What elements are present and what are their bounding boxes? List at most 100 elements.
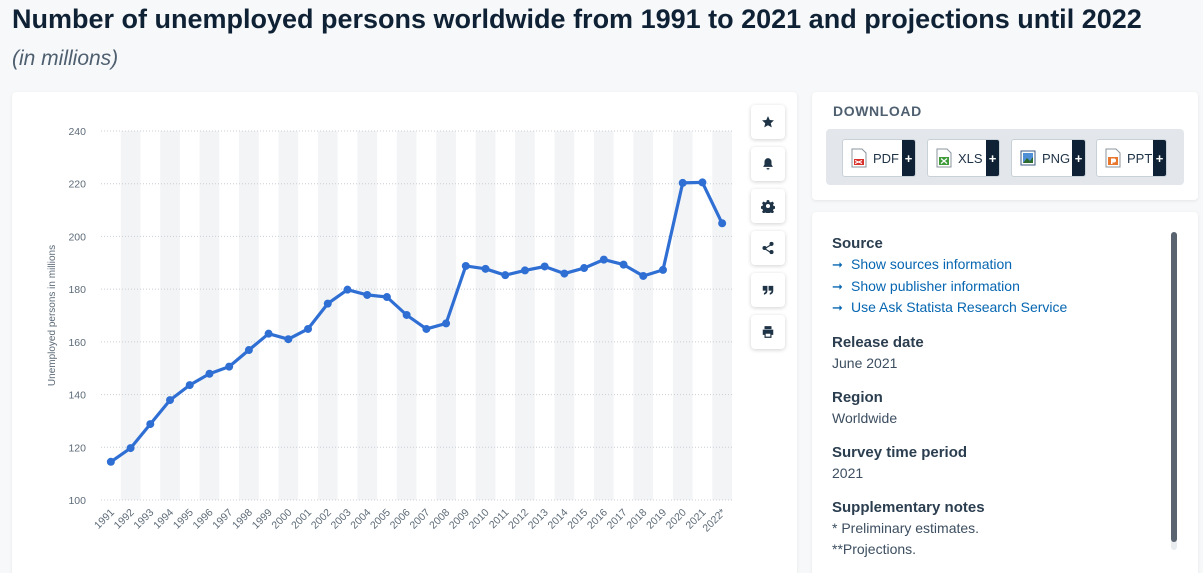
data-point — [639, 271, 648, 280]
data-point — [264, 329, 273, 338]
download-pdf-button[interactable]: PDF + — [842, 139, 916, 177]
survey-period-heading: Survey time period — [832, 443, 968, 461]
release-date-value: June 2021 — [832, 354, 898, 371]
x-tick-label: 2022* — [700, 507, 728, 535]
x-tick-label: 2008 — [427, 507, 452, 532]
data-point — [560, 269, 569, 278]
page-title: Number of unemployed persons worldwide f… — [12, 4, 1142, 34]
bell-icon — [763, 158, 773, 170]
data-point — [599, 255, 608, 264]
star-icon — [762, 116, 774, 128]
download-pdf-label: PDF — [873, 150, 899, 166]
download-panel: DOWNLOAD PDF + XLS + PNG + PPT + — [812, 92, 1198, 200]
download-xls-button[interactable]: XLS + — [927, 139, 1000, 177]
data-point — [225, 362, 234, 371]
download-xls-label: XLS — [958, 150, 983, 166]
chart-band — [475, 131, 496, 500]
x-tick-label: 2017 — [605, 507, 630, 532]
pdf-file-icon — [851, 148, 867, 168]
data-point — [540, 262, 549, 271]
x-tick-label: 1998 — [230, 507, 255, 532]
chart-band — [239, 131, 259, 500]
data-point — [658, 265, 667, 274]
data-point — [422, 324, 431, 333]
xls-file-icon — [936, 148, 952, 168]
data-point — [501, 271, 510, 280]
info-scrollbar-thumb[interactable] — [1171, 232, 1177, 542]
data-point — [146, 420, 155, 429]
note-projections: **Projections. — [832, 540, 917, 557]
line-chart: 100 120 140 160 180 200 220 240 Unemployed perso… — [47, 126, 732, 535]
note-preliminary: * Preliminary estimates. — [832, 519, 980, 536]
chart-band — [317, 131, 338, 500]
x-tick-label: 2011 — [487, 507, 512, 532]
x-tick-label: 2020 — [664, 507, 689, 532]
download-ppt-plus: + — [1153, 140, 1166, 176]
show-sources-link[interactable]: ➞ Show sources information — [832, 254, 1162, 276]
ppt-file-icon — [1105, 148, 1121, 168]
chart-band — [436, 131, 456, 500]
x-tick-label: 2012 — [506, 507, 531, 532]
ask-statista-label: Use Ask Statista Research Service — [851, 299, 1068, 315]
print-button[interactable] — [751, 315, 785, 349]
supplementary-notes-heading: Supplementary notes — [832, 498, 985, 516]
data-point — [718, 219, 727, 228]
notification-button[interactable] — [751, 147, 785, 181]
x-tick-label: 2014 — [546, 507, 571, 532]
chart-band — [357, 131, 378, 500]
region-heading: Region — [832, 388, 883, 406]
info-scrollbar[interactable] — [1171, 232, 1177, 550]
data-point — [402, 310, 411, 319]
chart-band — [515, 131, 535, 500]
show-publisher-link[interactable]: ➞ Show publisher information — [832, 276, 1162, 298]
chart-band — [554, 131, 575, 500]
y-axis-label: Unemployed persons in millions — [47, 245, 58, 386]
x-tick-label: 2013 — [526, 507, 551, 532]
download-ppt-label: PPT — [1127, 150, 1153, 166]
page-subtitle: (in millions) — [12, 47, 119, 70]
data-point — [205, 369, 214, 378]
download-png-button[interactable]: PNG + — [1011, 139, 1086, 177]
data-point — [323, 299, 332, 308]
source-heading: Source — [832, 235, 883, 252]
x-tick-label: 1992 — [112, 507, 137, 532]
data-point — [284, 335, 293, 344]
ask-statista-link[interactable]: ➞ Use Ask Statista Research Service — [832, 297, 1162, 319]
x-tick-label: 2003 — [329, 507, 354, 532]
region-value: Worldwide — [832, 409, 898, 426]
download-pdf-plus: + — [902, 140, 915, 176]
x-tick-label: 1994 — [151, 507, 176, 532]
favorite-button[interactable] — [751, 105, 785, 139]
x-tick-label: 2010 — [467, 507, 492, 532]
data-point — [520, 266, 529, 275]
data-point — [363, 290, 372, 299]
release-date-heading: Release date — [832, 333, 924, 351]
print-icon — [762, 326, 774, 338]
download-ppt-button[interactable]: PPT + — [1096, 139, 1167, 177]
x-tick-label: 2009 — [447, 507, 472, 532]
y-tick-label: 200 — [68, 231, 86, 243]
settings-button[interactable] — [751, 189, 785, 223]
x-tick-label: 2006 — [388, 507, 413, 532]
data-point — [343, 285, 352, 294]
download-button-group: PDF + XLS + PNG + PPT + — [826, 129, 1184, 185]
chart-band — [278, 131, 299, 500]
info-panel: Source ➞ Show sources information ➞ Show… — [812, 212, 1198, 573]
x-tick-label: 1996 — [191, 507, 216, 532]
quote-icon — [762, 285, 774, 295]
chart-band — [712, 131, 732, 500]
share-button[interactable] — [751, 231, 785, 265]
chart-band — [199, 131, 220, 500]
show-sources-label: Show sources information — [851, 256, 1013, 272]
arrow-right-icon: ➞ — [832, 257, 843, 272]
arrow-right-icon: ➞ — [832, 300, 843, 315]
x-tick-label: 2015 — [565, 507, 590, 532]
gear-icon — [761, 200, 775, 213]
cite-button[interactable] — [751, 273, 785, 307]
data-point — [185, 381, 194, 390]
y-tick-label: 180 — [68, 284, 86, 296]
download-xls-plus: + — [986, 140, 999, 176]
y-tick-label: 140 — [68, 390, 86, 402]
data-point — [678, 178, 687, 187]
data-point — [304, 324, 313, 333]
